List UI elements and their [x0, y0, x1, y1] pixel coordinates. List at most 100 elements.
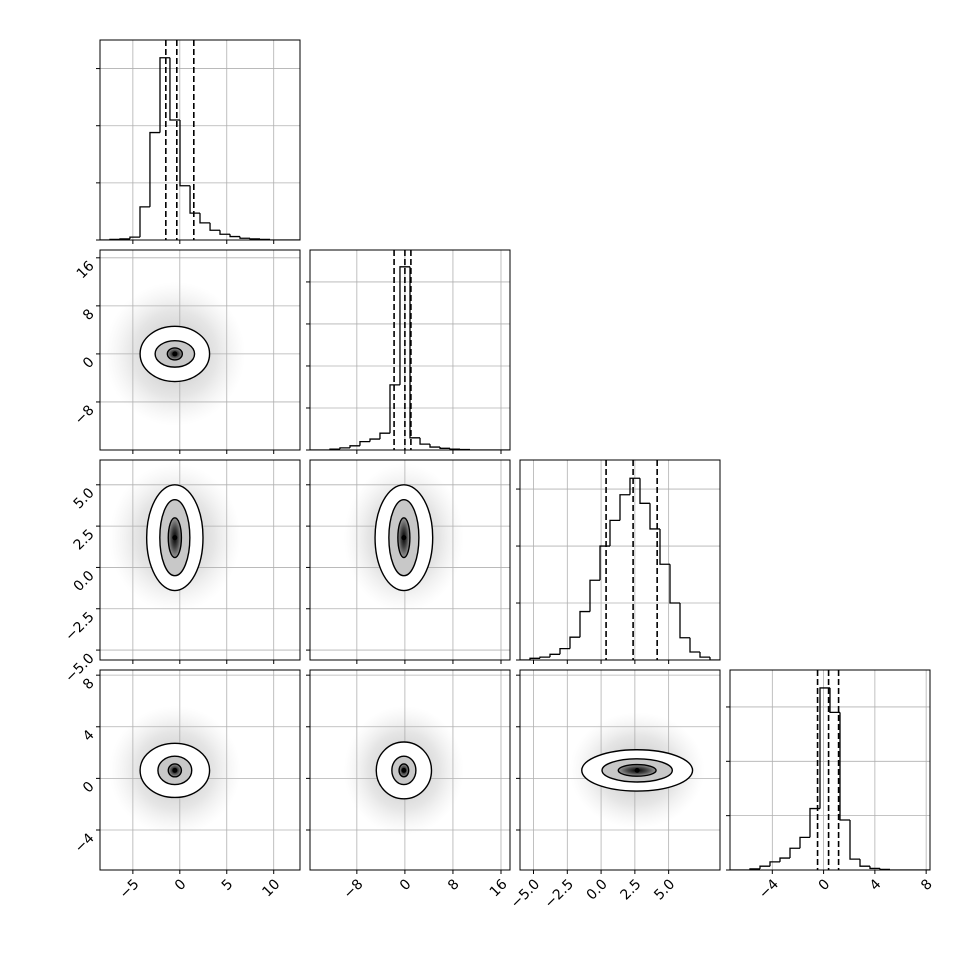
histogram-step: [689, 637, 700, 653]
x-tick-label: 5: [219, 876, 237, 894]
histogram-step: [219, 230, 231, 235]
histogram-step: [379, 432, 390, 440]
histogram-step: [859, 859, 870, 867]
y-tick-label: −4: [72, 830, 98, 856]
histogram-step: [529, 657, 540, 660]
histogram-step: [619, 494, 630, 521]
histogram-step: [879, 868, 890, 870]
histogram-step: [799, 836, 810, 849]
histogram-step: [149, 131, 160, 207]
histogram-step: [409, 266, 421, 439]
histogram-step: [699, 652, 710, 658]
histogram-step: [399, 266, 410, 385]
x-tick-label: 0.0: [584, 876, 611, 903]
histogram-step: [179, 120, 191, 187]
histogram-step: [369, 438, 380, 442]
histogram-step: [809, 807, 820, 838]
histogram-step: [209, 222, 220, 231]
histogram-step: [829, 687, 840, 714]
panel-frame: [99, 459, 301, 661]
x-tick-label: 10: [259, 876, 283, 900]
histogram-step: [759, 865, 770, 869]
y-tick-label: 4: [80, 727, 98, 745]
histogram-step: [389, 384, 400, 434]
y-tick-label: 16: [74, 258, 98, 282]
histogram-step: [159, 57, 170, 133]
histogram-step: [339, 447, 350, 450]
histogram-step: [769, 861, 780, 867]
density-peak: [634, 767, 640, 773]
histogram-step: [129, 236, 140, 239]
x-tick-label: −4: [756, 876, 782, 902]
density-peak: [172, 351, 178, 357]
histogram-step: [359, 440, 370, 446]
histogram-step: [119, 238, 130, 240]
histogram-step: [229, 234, 240, 238]
histogram-step: [259, 238, 271, 240]
histogram-step: [669, 564, 680, 604]
panel-frame: [729, 669, 931, 871]
histogram-step: [139, 206, 150, 238]
y-tick-label: −8: [72, 402, 98, 428]
histogram-step: [249, 238, 260, 240]
histogram-step: [869, 866, 880, 870]
x-tick-label: 16: [487, 876, 511, 900]
x-tick-label: 8: [445, 876, 463, 894]
histogram-step: [849, 820, 860, 860]
histogram-step: [659, 528, 670, 565]
histogram-step: [559, 647, 570, 655]
histogram-step: [779, 857, 790, 862]
panel-frame: [519, 459, 721, 661]
density-peak: [172, 535, 178, 541]
histogram-step: [539, 656, 550, 659]
density-peak: [401, 767, 407, 773]
histogram-step: [349, 445, 360, 448]
histogram-step: [599, 545, 610, 581]
histogram-step: [429, 444, 441, 448]
x-tick-label: −8: [341, 876, 367, 902]
histogram-step: [709, 657, 720, 660]
x-tick-label: 8: [918, 876, 936, 894]
panel-frame: [519, 669, 721, 871]
histogram-step: [789, 847, 800, 859]
x-tick-label: −5.0: [508, 876, 543, 911]
histogram-step: [439, 447, 450, 449]
panel-frame: [99, 249, 301, 451]
x-tick-label: 5.0: [651, 876, 678, 903]
x-tick-label: −5: [117, 876, 143, 902]
panel-frame: [99, 669, 301, 871]
density-peak: [401, 535, 407, 541]
histogram-step: [839, 712, 850, 821]
density-peak: [172, 767, 178, 773]
histogram-step: [629, 477, 640, 495]
y-tick-label: 8: [80, 306, 98, 324]
histogram-step: [189, 185, 200, 214]
x-tick-label: 0: [816, 876, 834, 894]
y-tick-label: 0: [80, 779, 98, 797]
histogram-step: [679, 603, 690, 639]
panel-frame: [309, 249, 511, 451]
x-tick-label: 0: [172, 876, 190, 894]
histogram-step: [609, 519, 620, 547]
histogram-step: [819, 687, 830, 809]
x-tick-label: 4: [867, 876, 885, 894]
histogram-step: [199, 213, 211, 224]
histogram-step: [449, 448, 461, 450]
y-tick-label: 0: [80, 354, 98, 372]
histogram-step: [169, 57, 180, 121]
histogram-step: [569, 636, 580, 649]
x-tick-label: −2.5: [542, 876, 577, 911]
histogram-step: [579, 610, 590, 638]
y-tick-label: 0.0: [71, 568, 98, 595]
histogram-step: [239, 236, 251, 239]
panel-frame: [99, 39, 301, 241]
histogram-step: [589, 579, 600, 612]
panel-frame: [309, 669, 511, 871]
histogram-step: [549, 653, 560, 658]
histogram-step: [639, 478, 650, 504]
y-tick-label: 2.5: [71, 526, 98, 553]
x-tick-label: 0: [397, 876, 415, 894]
y-tick-label: −2.5: [62, 609, 97, 644]
